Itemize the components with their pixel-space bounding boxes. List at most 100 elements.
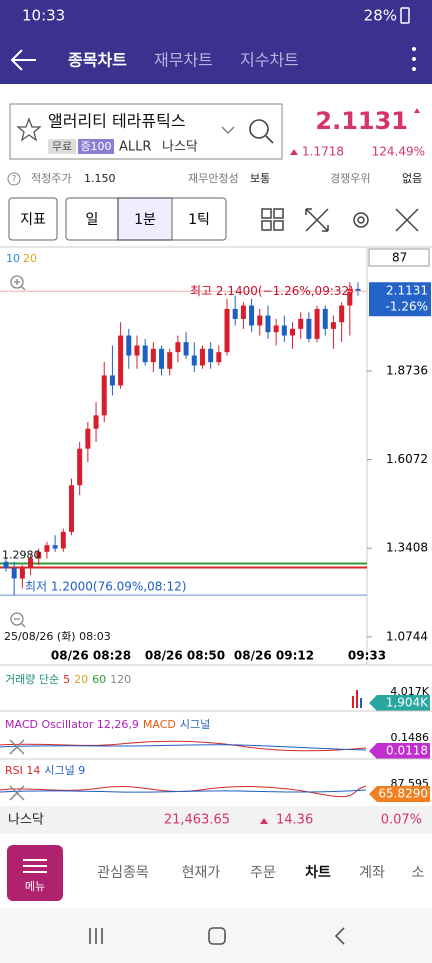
ma-10: 10: [6, 252, 20, 265]
candle-body: [232, 308, 238, 319]
price-change: 1.1718: [302, 145, 344, 159]
nav-item[interactable]: 주문: [250, 865, 276, 881]
search-icon[interactable]: [249, 119, 274, 144]
candle-body: [216, 352, 222, 363]
recents[interactable]: [89, 928, 103, 944]
tag: 증100: [80, 140, 111, 153]
low-note: 최저 1.2000(76.09%,08:12): [25, 580, 186, 594]
candle-body: [19, 568, 25, 579]
index-name: 나스닥: [8, 813, 44, 828]
y-tick-label: 1.8736: [386, 363, 428, 377]
y-tick-label: 1.6072: [386, 452, 428, 466]
up-arrow: [290, 149, 298, 155]
y-tick-label: 1.0744: [386, 629, 428, 643]
period: 20: [74, 673, 88, 686]
candle-body: [298, 318, 304, 329]
x-tick-label: 08/26 08:28: [51, 649, 131, 663]
candle-body: [77, 448, 83, 486]
tab[interactable]: 재무차트: [154, 51, 213, 70]
count-box: [368, 248, 430, 267]
info-value: 없음: [402, 172, 422, 185]
candle-body: [126, 335, 132, 356]
help-text: ?: [12, 175, 17, 185]
button-label[interactable]: 1분: [134, 212, 156, 228]
stock-name: 앨러리티 테라퓨틱스: [48, 112, 186, 131]
close-icon[interactable]: [9, 785, 25, 801]
dropdown[interactable]: [221, 126, 235, 134]
button-label[interactable]: 일: [86, 212, 99, 228]
high-note: 최고 2.1400(−1.26%,09:32): [190, 284, 354, 298]
tab-active[interactable]: 종목차트: [68, 51, 127, 70]
ma-legend: 10 20: [6, 252, 37, 265]
candle-body: [28, 558, 34, 569]
nav-item[interactable]: 계좌: [359, 865, 385, 881]
status-bar: [0, 0, 432, 38]
home[interactable]: [208, 927, 226, 945]
candle-body: [249, 305, 255, 326]
zoom-out[interactable]: [10, 612, 26, 628]
candle-body: [3, 561, 9, 569]
back-button[interactable]: [10, 49, 36, 71]
rsi-legend: RSI 14 시그널 9: [5, 764, 85, 777]
index-pct: 0.07%: [381, 813, 422, 828]
candle-body: [306, 318, 312, 339]
candle-body: [175, 342, 181, 353]
rsi-last: 65.8290: [378, 787, 428, 801]
rsi-box: [369, 786, 430, 802]
candle-body: [265, 315, 271, 333]
count: 87: [392, 251, 407, 265]
candle-body: [240, 305, 246, 319]
candle-body: [281, 325, 287, 336]
rsi-line: [0, 785, 367, 798]
rsi-panel: RSI 14 시그널 9 87.595 65.8290: [0, 764, 430, 802]
favorite-star[interactable]: [16, 117, 42, 142]
button-label[interactable]: 1틱: [188, 212, 210, 228]
index-bar: [0, 806, 432, 834]
nav-item-active[interactable]: 차트: [305, 865, 331, 881]
help-icon[interactable]: [7, 172, 21, 186]
price: 2.1131: [315, 107, 408, 135]
zoom-in[interactable]: [10, 275, 26, 291]
candle-body: [142, 345, 148, 363]
system-nav: [0, 908, 432, 963]
macd-label: MACD Oscillator 12,26,9: [5, 718, 139, 731]
candle-body: [191, 355, 197, 366]
macd-signal: 시그널: [180, 718, 210, 731]
x-tick-label: 08/26 08:50: [145, 649, 225, 663]
price-mark: [414, 108, 420, 113]
macd-panel: MACD Oscillator 12,26,9 MACD 시그널 0.1486 0.…: [0, 718, 432, 760]
info-label: 적정주가: [31, 172, 71, 185]
more-menu[interactable]: [412, 47, 416, 71]
period: 120: [110, 673, 131, 686]
price-change-pct: 124.49%: [372, 145, 425, 159]
button-active[interactable]: [117, 197, 173, 241]
info-value: 보통: [250, 172, 270, 185]
tab[interactable]: 지수차트: [240, 51, 299, 70]
toolbar-icons[interactable]: [261, 208, 419, 232]
period: 60: [92, 673, 106, 686]
last-price: 2.1131: [386, 284, 428, 298]
period: 5: [63, 673, 70, 686]
nav-item[interactable]: 관심종목: [97, 865, 149, 881]
open-note: 1.2980: [2, 548, 41, 561]
candle-body: [208, 348, 214, 363]
volume-box: [369, 695, 430, 711]
close-icon[interactable]: [9, 739, 25, 755]
candle-body: [150, 348, 156, 363]
candle-body: [290, 328, 296, 336]
nav-item[interactable]: 소: [412, 865, 425, 881]
candle-body: [36, 551, 42, 559]
status-battery: 28%: [364, 7, 397, 25]
tag: 무료: [52, 140, 72, 153]
candle-body: [159, 348, 165, 369]
button[interactable]: [8, 197, 58, 241]
market: 나스닥: [162, 140, 198, 155]
nav-item[interactable]: 현재가: [182, 865, 221, 881]
menu-icon: [23, 859, 47, 873]
back[interactable]: [334, 927, 345, 945]
bottom-nav: [0, 836, 432, 908]
info-label: 재무안정성: [188, 172, 239, 185]
last-price-box: [369, 282, 431, 317]
candles: [0, 282, 367, 596]
